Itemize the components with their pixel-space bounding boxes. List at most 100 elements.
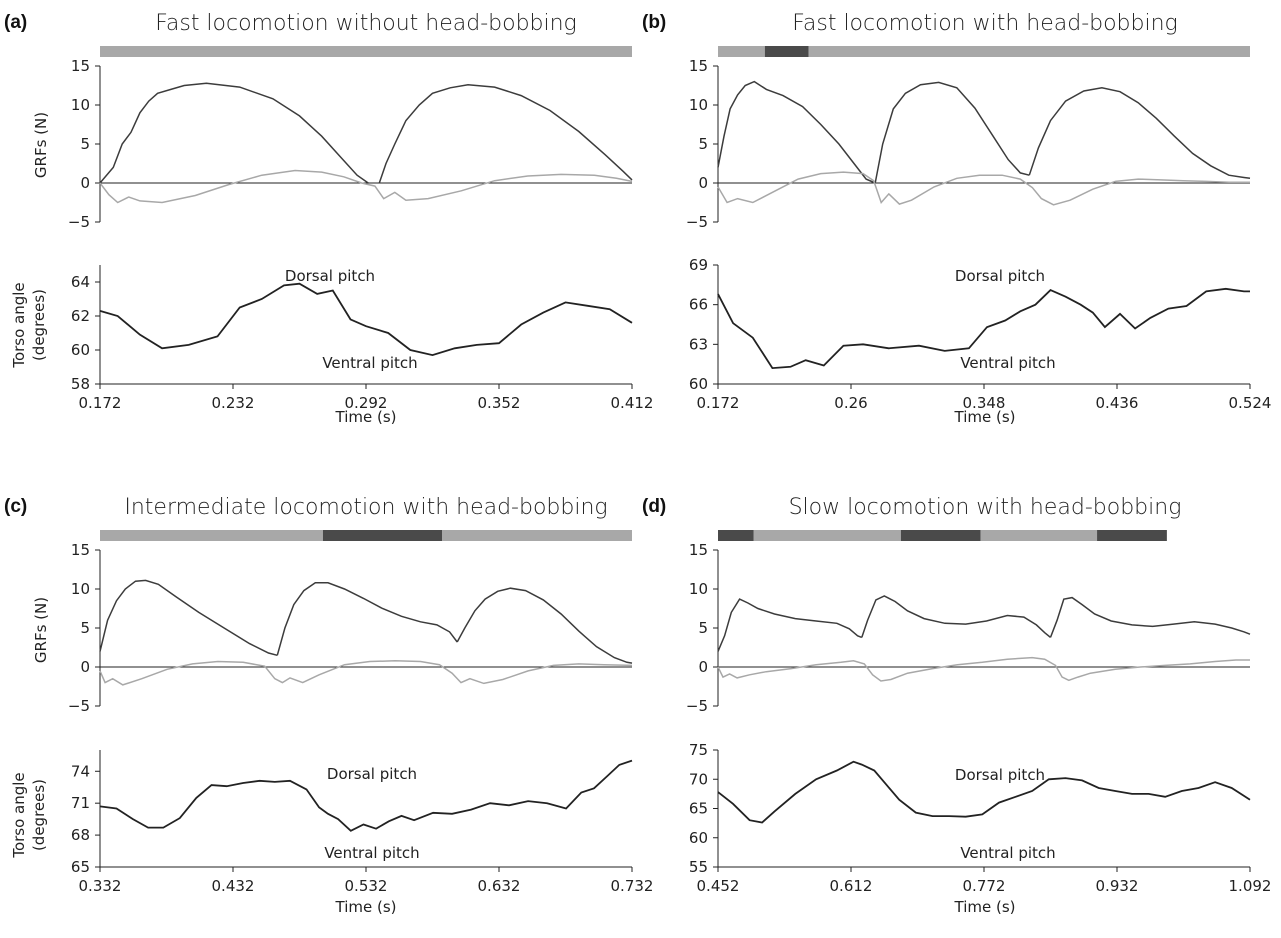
torso-y-axis-label: Torso angle (degrees) [10, 282, 48, 368]
x-tick-label: 0.232 [212, 394, 255, 412]
grf-plot: −5 0 5 10 15 [68, 57, 633, 231]
torso-plot: 60 63 66 69 0.172 0.26 0.348 0.436 0.524 [689, 256, 1272, 412]
grf-plot: −5 0 5 10 15 [686, 541, 1251, 715]
x-tick-label: 0.452 [697, 877, 740, 895]
panel-label: (c) [4, 496, 27, 517]
x-axis-label: Time (s) [335, 408, 397, 426]
grf-y-tick-label: −5 [686, 213, 708, 231]
phase-bar [100, 46, 632, 57]
panel-title: Slow locomotion with head-bobbing [789, 495, 1182, 520]
x-tick-label: 0.436 [1096, 394, 1139, 412]
grf-y-tick-label: 10 [689, 580, 708, 598]
dorsal-pitch-annotation: Dorsal pitch [955, 267, 1045, 285]
grf-y-tick-label: 5 [80, 619, 90, 637]
torso-y-axis-label-line1: Torso angle [10, 282, 28, 368]
phase-bar-segment-light [442, 530, 632, 541]
ventral-pitch-annotation: Ventral pitch [324, 844, 419, 862]
phase-bar-segment-light [808, 46, 1250, 57]
phase-bar-segment-light [100, 530, 323, 541]
grf-y-tick-label: 15 [71, 541, 90, 559]
torso-y-tick-label: 65 [71, 858, 90, 876]
grf-y-tick-label: 5 [698, 135, 708, 153]
grf-y-tick-label: −5 [68, 697, 90, 715]
panel-c: (c) Intermediate locomotion with head-bo… [4, 495, 653, 916]
panel-label: (a) [4, 12, 27, 33]
x-tick-label: 0.26 [834, 394, 867, 412]
torso-y-tick-label: 60 [689, 375, 708, 393]
grf-y-tick-label: 10 [71, 580, 90, 598]
grf-y-tick-label: 0 [698, 174, 708, 192]
phase-bar-segment-dark [322, 530, 442, 541]
x-tick-label: 0.532 [345, 877, 388, 895]
panel-label: (b) [642, 12, 666, 33]
grf-y-tick-label: 10 [71, 96, 90, 114]
torso-y-tick-label: 74 [71, 762, 90, 780]
torso-y-tick-label: 65 [689, 800, 708, 818]
torso-plot: 55 60 65 70 75 0.452 0.612 0.772 0.932 1.092 [689, 741, 1272, 895]
grf-y-tick-label: 5 [80, 135, 90, 153]
grf-vertical-series [456, 587, 633, 664]
grf-y-tick-label: 15 [689, 57, 708, 75]
grf-y-tick-label: 0 [80, 174, 90, 192]
grf-vertical-series [1028, 87, 1251, 180]
torso-y-tick-label: 60 [689, 829, 708, 847]
phase-bar [100, 530, 632, 541]
panel-title: Fast locomotion with head-bobbing [792, 11, 1178, 36]
phase-bar-segment-dark [764, 46, 809, 57]
grf-foreaft-series [99, 169, 633, 204]
dorsal-pitch-annotation: Dorsal pitch [955, 766, 1045, 784]
torso-y-tick-label: 58 [71, 375, 90, 393]
grf-foreaft-series [717, 656, 1250, 682]
x-tick-label: 0.412 [611, 394, 654, 412]
grf-vertical-series [276, 582, 458, 656]
ventral-pitch-annotation: Ventral pitch [322, 354, 417, 372]
x-tick-label: 0.632 [478, 877, 521, 895]
x-axis-label: Time (s) [954, 898, 1016, 916]
x-tick-label: 0.172 [79, 394, 122, 412]
torso-plot: 58 60 62 64 0.172 0.232 0.292 0.352 0.412 [71, 265, 654, 412]
grf-y-tick-label: 15 [689, 541, 708, 559]
panel-title: Fast locomotion without head-bobbing [155, 11, 577, 36]
torso-y-tick-label: 71 [71, 794, 90, 812]
x-tick-label: 0.932 [1096, 877, 1139, 895]
dorsal-pitch-annotation: Dorsal pitch [327, 765, 417, 783]
phase-bar-segment-light [100, 46, 632, 57]
grf-vertical-series [874, 81, 1030, 184]
torso-y-tick-label: 70 [689, 770, 708, 788]
panel-b: (b) Fast locomotion with head-bobbing −5… [642, 11, 1271, 426]
torso-y-axis-label: Torso angle (degrees) [10, 772, 48, 858]
torso-y-axis-label-line2: (degrees) [30, 289, 48, 361]
phase-bar-segment-light [980, 530, 1098, 541]
torso-angle-series [99, 759, 633, 832]
dorsal-pitch-annotation: Dorsal pitch [285, 267, 375, 285]
grf-vertical-series [99, 579, 278, 657]
torso-y-axis-label-line1: Torso angle [10, 772, 28, 858]
grf-y-tick-label: −5 [686, 697, 708, 715]
panel-a: (a) Fast locomotion without head-bobbing… [4, 11, 653, 426]
x-tick-label: 0.352 [478, 394, 521, 412]
panel-d: (d) Slow locomotion with head-bobbing −5… [642, 495, 1271, 916]
grf-vertical-series [1049, 596, 1251, 638]
panel-title: Intermediate locomotion with head-bobbin… [124, 495, 607, 520]
grf-y-tick-label: 15 [71, 57, 90, 75]
torso-y-tick-label: 60 [71, 341, 90, 359]
x-tick-label: 0.172 [697, 394, 740, 412]
torso-angle-series [717, 287, 1250, 370]
phase-bar [718, 530, 1167, 541]
grf-foreaft-series [717, 171, 1250, 206]
torso-plot: 65 68 71 74 0.332 0.432 0.532 0.632 0.732 [71, 750, 653, 895]
x-tick-label: 0.332 [79, 877, 122, 895]
torso-y-tick-label: 75 [689, 741, 708, 759]
grf-y-tick-label: 10 [689, 96, 708, 114]
ventral-pitch-annotation: Ventral pitch [960, 354, 1055, 372]
grf-plot: −5 0 5 10 15 [68, 541, 633, 715]
panel-label: (d) [642, 496, 666, 517]
torso-y-tick-label: 62 [71, 307, 90, 325]
torso-y-tick-label: 68 [71, 826, 90, 844]
torso-y-tick-label: 66 [689, 296, 708, 314]
phase-bar-segment-dark [1097, 530, 1167, 541]
torso-angle-series [717, 760, 1251, 824]
phase-bar [718, 46, 1250, 57]
x-tick-label: 0.524 [1229, 394, 1272, 412]
